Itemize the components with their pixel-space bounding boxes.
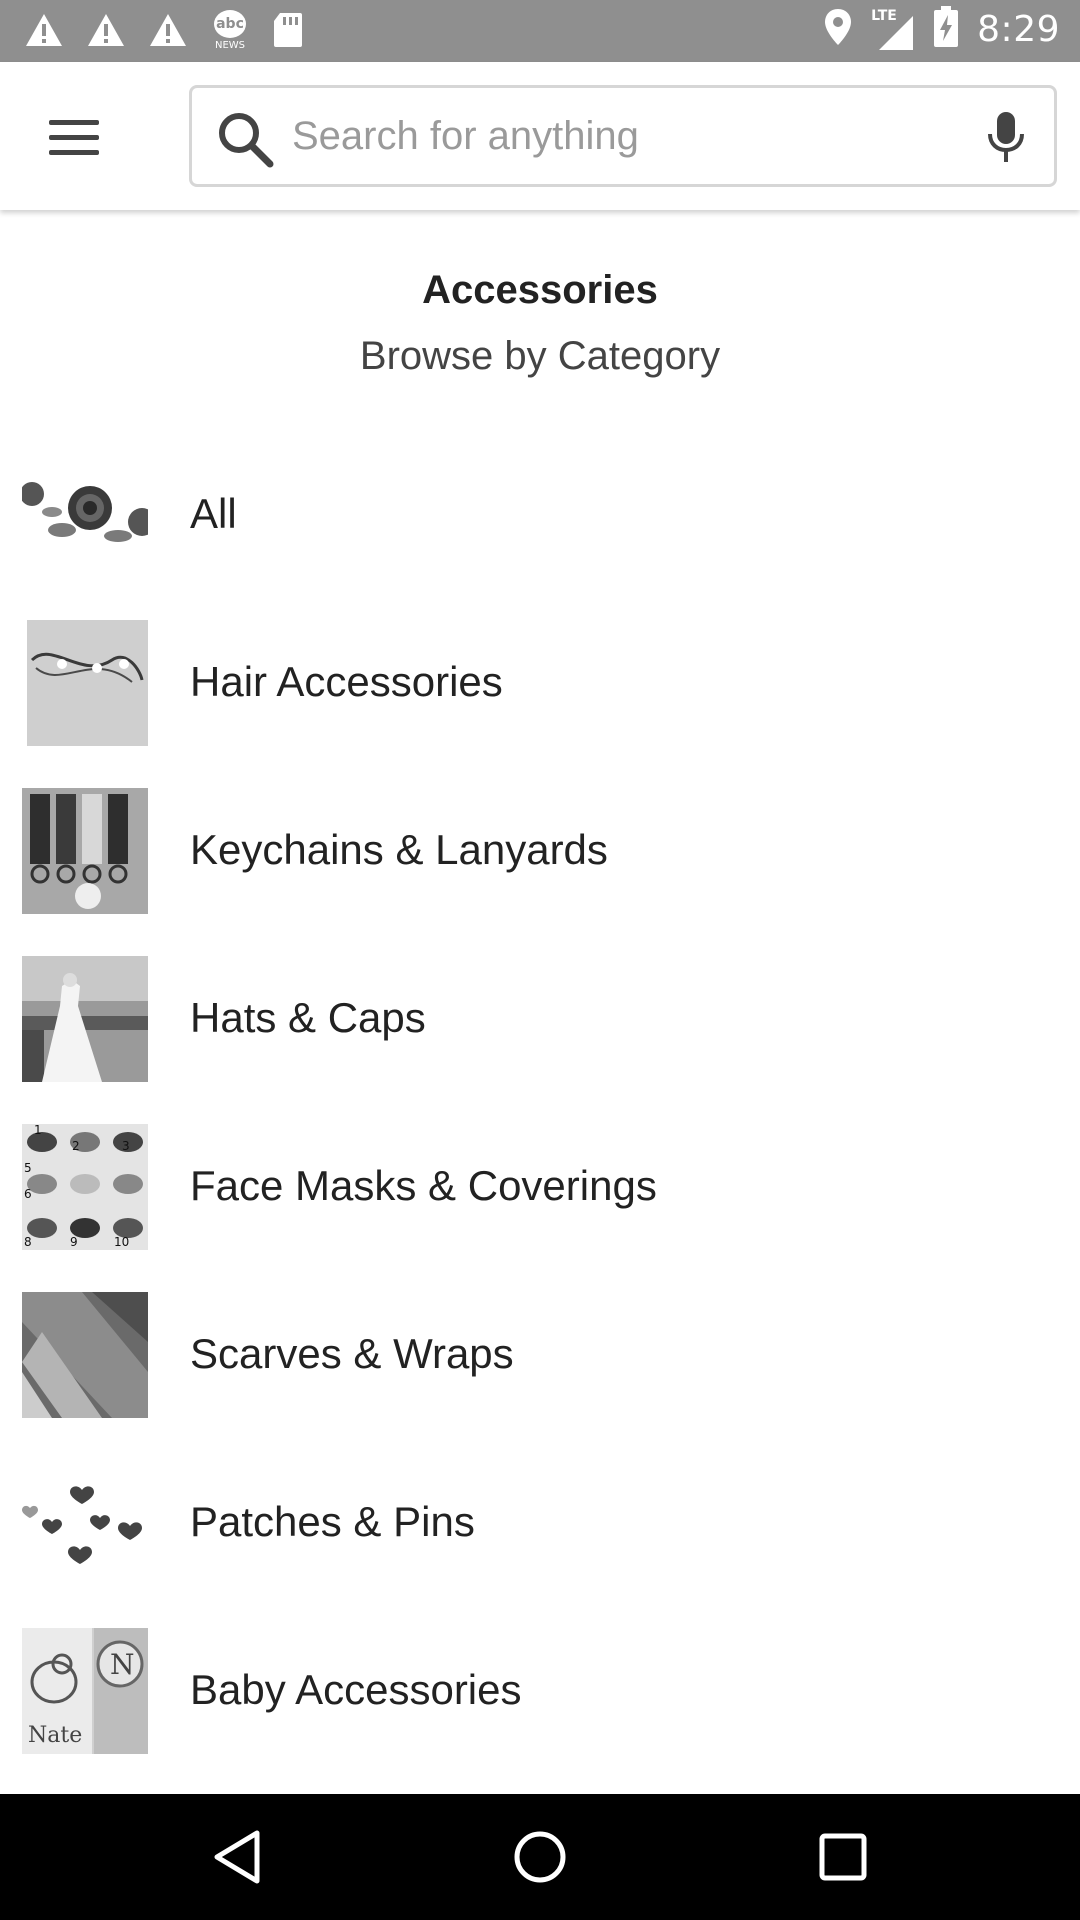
bib-name: Nate: [28, 1723, 82, 1748]
category-item-hats-caps[interactable]: Hats & Caps: [0, 934, 1080, 1102]
signal-icon: LTE: [871, 8, 915, 52]
category-label: All: [190, 490, 237, 537]
page-subtitle: Browse by Category: [359, 334, 721, 378]
category-label: Hats & Caps: [190, 994, 426, 1041]
home-button[interactable]: [505, 1822, 575, 1892]
battery-charging-icon: [933, 6, 959, 53]
location-icon: [823, 7, 853, 52]
mask-number: 6: [24, 1187, 32, 1201]
top-app-bar: [0, 62, 1080, 210]
status-bar: abc NEWS LTE 8:29: [0, 0, 1080, 62]
search-input[interactable]: [292, 102, 932, 170]
home-icon: [514, 1831, 566, 1883]
mask-number: 9: [70, 1235, 78, 1249]
status-right-icons: LTE 8:29: [823, 6, 1060, 53]
page-title: Accessories: [422, 268, 658, 312]
mask-number: 3: [122, 1139, 130, 1153]
hamburger-menu-icon: [49, 120, 99, 155]
recents-icon: [819, 1833, 867, 1881]
status-left-icons: abc NEWS: [24, 10, 304, 54]
system-navigation-bar: [0, 1794, 1080, 1920]
news-icon: abc NEWS: [210, 10, 250, 54]
category-label: Patches & Pins: [190, 1498, 475, 1545]
sd-card-icon: [272, 11, 304, 54]
mask-number: 2: [72, 1139, 80, 1153]
warning-icon: [148, 12, 188, 53]
menu-button[interactable]: [34, 102, 114, 172]
search-icon: [216, 110, 274, 168]
back-button[interactable]: [202, 1822, 272, 1892]
page-header: Accessories Browse by Category: [0, 260, 1080, 386]
status-time: 8:29: [977, 9, 1060, 50]
mask-number: 5: [24, 1161, 32, 1175]
category-thumbnail-hair-vine: [22, 620, 148, 746]
recents-button[interactable]: [808, 1822, 878, 1892]
bib-letter: N: [110, 1648, 135, 1681]
search-bar[interactable]: [189, 85, 1057, 187]
warning-icon: [24, 12, 64, 53]
category-thumbnail-masks-grid: 1 2 3 5 6 8 9 10: [22, 1124, 148, 1250]
mask-number: 1: [34, 1124, 42, 1137]
news-icon-text: abc: [214, 10, 246, 38]
category-label: Baby Accessories: [190, 1666, 522, 1713]
category-thumbnail-hearts: [22, 1460, 148, 1586]
network-type-label: LTE: [871, 7, 897, 24]
category-label: Keychains & Lanyards: [190, 826, 608, 873]
category-item-face-masks-coverings[interactable]: 1 2 3 5 6 8 9 10 Face Masks & Coverings: [0, 1102, 1080, 1270]
mask-number: 10: [114, 1235, 129, 1249]
category-item-hair-accessories[interactable]: Hair Accessories: [0, 598, 1080, 766]
category-label: Face Masks & Coverings: [190, 1162, 657, 1209]
back-icon: [214, 1830, 260, 1884]
category-item-patches-pins[interactable]: Patches & Pins: [0, 1438, 1080, 1606]
category-thumbnail-keychains: [22, 788, 148, 914]
category-thumbnail-bride: [22, 956, 148, 1082]
mask-number: 8: [24, 1235, 32, 1249]
category-item-baby-accessories[interactable]: N Nate Baby Accessories: [0, 1606, 1080, 1774]
category-label: Scarves & Wraps: [190, 1330, 514, 1377]
category-label: Hair Accessories: [190, 658, 503, 705]
category-list: All Hair Accessories: [0, 430, 1080, 1774]
category-thumbnail-bibs: N Nate: [22, 1628, 148, 1754]
category-thumbnail-roses: [22, 452, 148, 578]
category-item-keychains-lanyards[interactable]: Keychains & Lanyards: [0, 766, 1080, 934]
microphone-button[interactable]: [976, 106, 1036, 168]
category-thumbnail-scarf: [22, 1292, 148, 1418]
microphone-icon: [988, 112, 1024, 162]
news-icon-subtext: NEWS: [214, 40, 246, 51]
category-item-all[interactable]: All: [0, 430, 1080, 598]
category-item-scarves-wraps[interactable]: Scarves & Wraps: [0, 1270, 1080, 1438]
warning-icon: [86, 12, 126, 53]
